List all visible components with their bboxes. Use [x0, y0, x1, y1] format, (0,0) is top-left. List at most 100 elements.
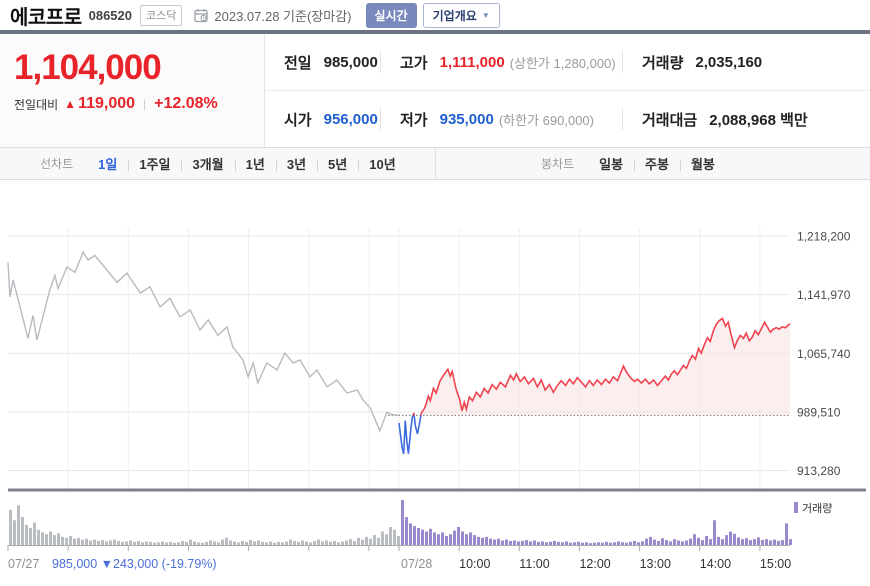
- volume-bar: [457, 527, 460, 545]
- volume-bar: [657, 540, 660, 545]
- volume-bar: [245, 541, 248, 545]
- y-axis-label: 1,065,740: [797, 347, 851, 361]
- volume-bar: [401, 500, 404, 545]
- volume-bar: [681, 541, 684, 545]
- info-high: 고가 1,111,000 (상한가 1,280,000): [380, 51, 622, 73]
- volume-bar: [433, 532, 436, 545]
- volume-bar: [237, 542, 240, 545]
- x-label-time: 14:00: [700, 557, 731, 571]
- x-label-time: 15:00: [760, 557, 791, 571]
- tab-period-1일[interactable]: 1일: [98, 156, 118, 172]
- y-axis-label: 1,218,200: [797, 230, 851, 244]
- volume-bar: [749, 540, 752, 545]
- volume-bar: [525, 540, 528, 545]
- tab-period-3년[interactable]: 3년: [276, 157, 317, 172]
- company-overview-button[interactable]: 기업개요 ▼: [422, 2, 500, 28]
- volume-bar: [225, 537, 228, 545]
- tab-period-1년[interactable]: 1년: [235, 157, 276, 172]
- volume-bar: [117, 540, 120, 545]
- volume-bar: [505, 539, 508, 545]
- volume-bar: [325, 540, 328, 545]
- x-label-time: 10:00: [459, 557, 490, 571]
- volume-bar: [605, 541, 608, 545]
- volume-bar: [53, 535, 56, 545]
- volume-bar: [313, 540, 316, 545]
- current-price: 1,104,000: [14, 48, 162, 87]
- volume-bar: [281, 542, 284, 545]
- volume-bar: [33, 522, 36, 545]
- gain-area-fill: [399, 318, 790, 416]
- volume-bar: [261, 541, 264, 545]
- volume-bar: [37, 529, 40, 545]
- tab-period-10년[interactable]: 10년: [358, 157, 406, 172]
- volume-bar: [57, 533, 60, 545]
- volume-bar: [669, 541, 672, 545]
- volume-bar: [661, 538, 664, 545]
- volume-bar: [381, 531, 384, 545]
- volume-bar: [513, 540, 516, 545]
- volume-bar: [409, 523, 412, 545]
- y-axis-label: 1,141,970: [797, 288, 851, 302]
- info-low: 저가 935,000 (하한가 690,000): [380, 108, 622, 130]
- volume-bar: [45, 534, 48, 545]
- volume-bar: [81, 539, 84, 545]
- volume-bar: [213, 541, 216, 545]
- volume-bar: [553, 540, 556, 545]
- volume-bar: [713, 520, 716, 545]
- volume-bar: [541, 541, 544, 545]
- volume-bar: [297, 541, 300, 545]
- volume-bar: [249, 540, 252, 545]
- volume-bar: [501, 540, 504, 545]
- volume-bar: [473, 535, 476, 545]
- volume-bar: [405, 517, 408, 545]
- volume-bar: [61, 536, 64, 545]
- volume-bar: [89, 540, 92, 545]
- tab-period-3개월[interactable]: 3개월: [181, 157, 234, 172]
- realtime-button[interactable]: 실시간: [365, 2, 417, 28]
- volume-bar: [769, 540, 772, 545]
- volume-bar: [537, 541, 540, 545]
- volume-bar: [41, 532, 44, 545]
- reference-date: 2023.07.28 기준(장마감): [214, 8, 352, 24]
- volume-bar: [109, 540, 112, 545]
- tab-candle-월봉[interactable]: 월봉: [680, 157, 726, 172]
- volume-bar: [453, 530, 456, 545]
- volume-bar: [365, 536, 368, 545]
- volume-bar: [425, 531, 428, 545]
- chevron-down-icon: ▼: [481, 10, 490, 20]
- volume-bar: [597, 542, 600, 545]
- volume-bar: [161, 541, 164, 545]
- volume-bar: [157, 542, 160, 545]
- volume-legend-icon: [794, 502, 798, 513]
- volume-bar: [305, 541, 308, 545]
- y-axis-label: 989,510: [797, 405, 841, 419]
- volume-bar: [765, 539, 768, 545]
- tab-period-1주일[interactable]: 1주일: [128, 157, 181, 172]
- volume-bar: [301, 540, 304, 545]
- volume-bar: [701, 540, 704, 545]
- volume-bar: [565, 541, 568, 545]
- tab-candle-주봉[interactable]: 주봉: [634, 157, 680, 172]
- volume-bar: [277, 541, 280, 545]
- volume-bar: [9, 509, 12, 545]
- stock-code: 086520: [88, 7, 132, 23]
- volume-bar: [49, 531, 52, 545]
- volume-bar: [133, 541, 136, 545]
- change-label: 전일대비: [14, 97, 59, 112]
- volume-bar: [29, 527, 32, 545]
- volume-bar: [489, 538, 492, 545]
- volume-bar: [653, 539, 656, 545]
- tab-period-5년[interactable]: 5년: [317, 157, 358, 172]
- volume-bar: [229, 540, 232, 545]
- tab-candle-일봉[interactable]: 일봉: [599, 156, 624, 172]
- price-volume-chart[interactable]: 1,218,200 1,141,970 1,065,740 989,510 913,28…: [0, 180, 870, 586]
- calendar-icon: [194, 8, 209, 23]
- x-label-time: 13:00: [640, 557, 671, 571]
- y-axis-label: 913,280: [797, 464, 841, 478]
- volume-bar: [125, 541, 128, 545]
- volume-bar: [217, 542, 220, 545]
- volume-bar: [241, 540, 244, 545]
- header-divider: [0, 30, 870, 34]
- volume-bar: [193, 541, 196, 545]
- info-row-2: 시가 956,000 저가 935,000 (하한가 690,000) 거래대금 2,0…: [265, 91, 870, 147]
